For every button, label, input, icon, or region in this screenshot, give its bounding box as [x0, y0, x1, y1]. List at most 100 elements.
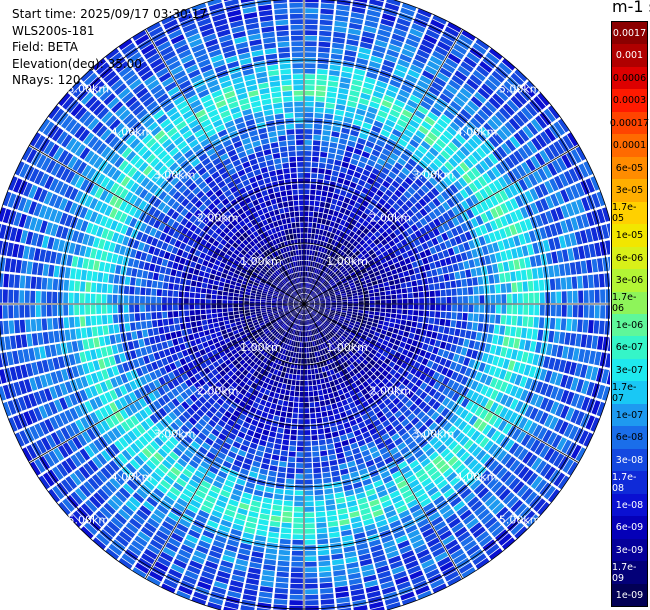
range-gate: [191, 555, 205, 565]
range-gate: [429, 290, 435, 297]
ray: [118, 304, 304, 570]
range-gate: [363, 252, 370, 259]
range-gate: [331, 299, 336, 301]
range-gate: [466, 78, 479, 90]
range-gate: [300, 314, 302, 320]
range-gate: [418, 160, 428, 169]
range-gate: [435, 138, 447, 149]
range-gate: [444, 570, 459, 582]
range-gate: [309, 396, 314, 402]
range-gate: [447, 53, 462, 64]
range-gate: [312, 156, 319, 162]
range-gate: [295, 319, 298, 324]
range-gate: [386, 0, 401, 6]
range-gate: [446, 230, 454, 239]
range-gate: [454, 526, 468, 538]
range-gate: [222, 333, 229, 340]
range-gate: [323, 248, 328, 254]
range-gate: [417, 590, 432, 600]
range-gate: [319, 285, 324, 290]
range-gate: [350, 158, 359, 166]
range-gate: [393, 570, 407, 580]
range-gate: [453, 553, 467, 565]
range-gate: [280, 411, 287, 418]
range-gate: [323, 266, 328, 272]
range-gate: [347, 500, 357, 508]
range-gate: [308, 217, 313, 223]
range-gate: [415, 221, 423, 229]
range-gate: [310, 312, 314, 318]
range-gate: [524, 190, 534, 203]
range-gate: [398, 383, 406, 392]
range-gate: [502, 238, 510, 250]
range-gate: [338, 406, 345, 413]
range-gate: [457, 337, 465, 346]
range-gate: [467, 287, 474, 295]
range-gate: [353, 171, 362, 179]
range-gate: [157, 556, 171, 567]
range-gate: [586, 212, 595, 227]
range-gate: [294, 358, 298, 364]
range-gate: [184, 449, 194, 459]
range-gate: [415, 164, 425, 173]
range-gate: [154, 561, 169, 572]
range-gate: [406, 373, 414, 381]
range-gate: [492, 93, 505, 106]
range-gate: [432, 401, 441, 411]
range-gate: [314, 298, 319, 301]
range-gate: [305, 572, 318, 578]
range-gate: [400, 7, 415, 17]
range-gate: [307, 277, 310, 283]
range-gate: [384, 317, 390, 322]
range-gate: [317, 251, 321, 257]
range-gate: [342, 299, 348, 302]
range-gate: [367, 159, 376, 167]
range-gate: [314, 302, 320, 304]
range-gate: [369, 601, 384, 610]
range-gate: [380, 308, 386, 313]
range-gate: [316, 290, 322, 295]
range-gate: [347, 33, 360, 41]
range-gate: [266, 442, 274, 449]
range-gate: [436, 235, 444, 244]
range-gate: [373, 406, 381, 414]
range-gate: [311, 369, 315, 375]
range-gate: [316, 281, 320, 287]
range-gate: [314, 251, 318, 257]
range-gate: [254, 397, 262, 404]
range-gate: [329, 351, 334, 357]
range-gate: [330, 264, 335, 270]
range-gate: [499, 273, 506, 283]
range-gate: [228, 499, 239, 507]
range-gate: [305, 314, 307, 320]
range-gate: [391, 33, 405, 43]
range-gate: [394, 437, 404, 446]
range-gate: [329, 459, 338, 466]
range-gate: [321, 411, 328, 418]
range-gate: [509, 398, 519, 410]
range-gate: [329, 280, 335, 285]
range-gate: [279, 416, 286, 423]
range-gate: [447, 425, 457, 436]
range-gate: [306, 314, 308, 320]
range-gate: [179, 493, 191, 503]
range-gate: [304, 302, 309, 304]
range-gate: [373, 385, 381, 393]
range-gate: [439, 418, 448, 428]
range-gate: [336, 602, 351, 609]
range-gate: [313, 316, 318, 322]
range-gate: [192, 345, 199, 353]
range-gate: [289, 328, 293, 334]
range-gate: [403, 409, 412, 418]
range-gate: [604, 273, 610, 287]
range-gate: [316, 417, 323, 424]
range-gate: [252, 389, 259, 397]
range-gate: [449, 476, 461, 487]
range-gate: [477, 87, 490, 100]
range-gate: [393, 388, 401, 397]
range-gate: [417, 145, 428, 155]
range-gate: [318, 311, 323, 315]
range-gate: [432, 346, 439, 355]
range-gate: [304, 358, 307, 364]
range-gate: [334, 326, 339, 331]
